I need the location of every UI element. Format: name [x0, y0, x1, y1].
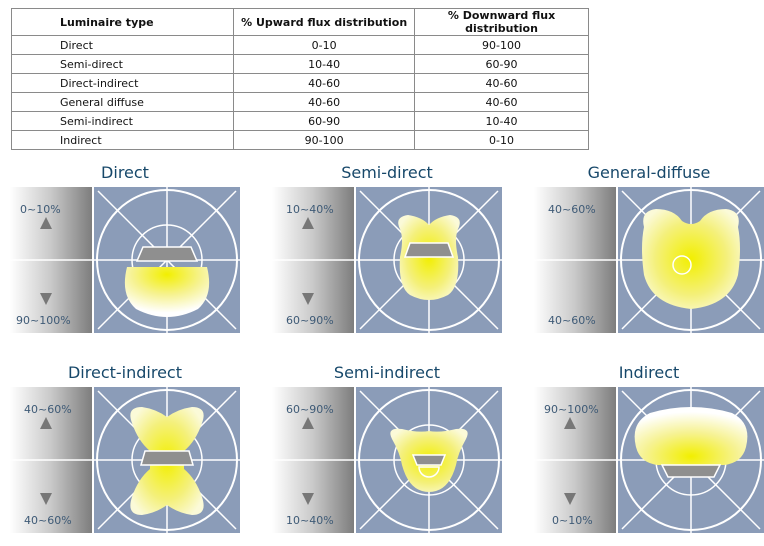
table-row: General diffuse 40-60 40-60	[10, 92, 589, 112]
distribution-diagram: 60~90% 10~40%	[272, 387, 502, 533]
distribution-diagram: 10~40% 60~90%	[272, 187, 502, 333]
panel-title: Semi-indirect	[333, 363, 441, 382]
cell-type: Semi-direct	[10, 54, 235, 74]
upper-percentage: 90~100%	[544, 403, 599, 416]
table-row: Semi-direct 10-40 60-90	[10, 54, 589, 74]
distribution-diagram: 90~100% 0~10%	[534, 387, 764, 533]
upper-percentage: 60~90%	[286, 403, 334, 416]
panel-direct: Direct 0~10% 90~100%	[10, 163, 240, 333]
cell-type: Direct	[10, 35, 235, 55]
cell-type: Direct-indirect	[10, 73, 235, 93]
cell-type: Indirect	[10, 130, 235, 150]
header-upward-flux: % Upward flux distribution	[233, 8, 416, 36]
lower-percentage: 10~40%	[286, 514, 334, 527]
cell-downward: 40-60	[414, 73, 589, 93]
flux-table: Luminaire type % Upward flux distributio…	[10, 8, 589, 150]
panel-general-diffuse: General-diffuse 40~60% 40~60%	[534, 163, 764, 333]
lower-percentage: 60~90%	[286, 314, 334, 327]
table-row: Direct 0-10 90-100	[10, 35, 589, 55]
panel-direct-indirect: Direct-indirect 40~60% 40~60%	[10, 363, 240, 533]
cell-upward: 40-60	[233, 92, 416, 112]
cell-downward: 90-100	[414, 35, 589, 55]
cell-downward: 0-10	[414, 130, 589, 150]
panel-title: Direct	[101, 163, 149, 182]
distribution-diagram: 0~10% 90~100%	[10, 187, 240, 333]
distribution-diagram: 40~60% 40~60%	[534, 187, 764, 333]
distribution-diagram: 40~60% 40~60%	[10, 387, 240, 533]
panel-title: Indirect	[618, 363, 680, 382]
panel-title: Semi-direct	[341, 163, 433, 182]
panel-title: Direct-indirect	[67, 363, 182, 382]
table-row: Semi-indirect 60-90 10-40	[10, 111, 589, 131]
cell-type: General diffuse	[10, 92, 235, 112]
upper-percentage: 40~60%	[548, 203, 596, 216]
header-downward-flux: % Downward flux distribution	[414, 8, 589, 36]
cell-downward: 60-90	[414, 54, 589, 74]
panel-indirect: Indirect 90~100% 0~10%	[534, 363, 764, 533]
upper-percentage: 10~40%	[286, 203, 334, 216]
cell-upward: 40-60	[233, 73, 416, 93]
cell-upward: 0-10	[233, 35, 416, 55]
header-luminaire-type: Luminaire type	[10, 8, 235, 36]
panel-semi-indirect: Semi-indirect 60~90% 10~40%	[272, 363, 502, 533]
lower-percentage: 40~60%	[548, 314, 596, 327]
lower-percentage: 0~10%	[552, 514, 593, 527]
cell-upward: 10-40	[233, 54, 416, 74]
upper-percentage: 0~10%	[20, 203, 61, 216]
lower-percentage: 40~60%	[24, 514, 72, 527]
panel-semi-direct: Semi-direct 10~40% 60~90%	[272, 163, 502, 333]
upper-percentage: 40~60%	[24, 403, 72, 416]
cell-upward: 90-100	[233, 130, 416, 150]
table-header-row: Luminaire type % Upward flux distributio…	[10, 8, 589, 36]
cell-upward: 60-90	[233, 111, 416, 131]
cell-type: Semi-indirect	[10, 111, 235, 131]
cell-downward: 10-40	[414, 111, 589, 131]
cell-downward: 40-60	[414, 92, 589, 112]
table-row: Indirect 90-100 0-10	[10, 130, 589, 150]
panel-title: General-diffuse	[587, 163, 711, 182]
table-row: Direct-indirect 40-60 40-60	[10, 73, 589, 93]
lower-percentage: 90~100%	[16, 314, 71, 327]
